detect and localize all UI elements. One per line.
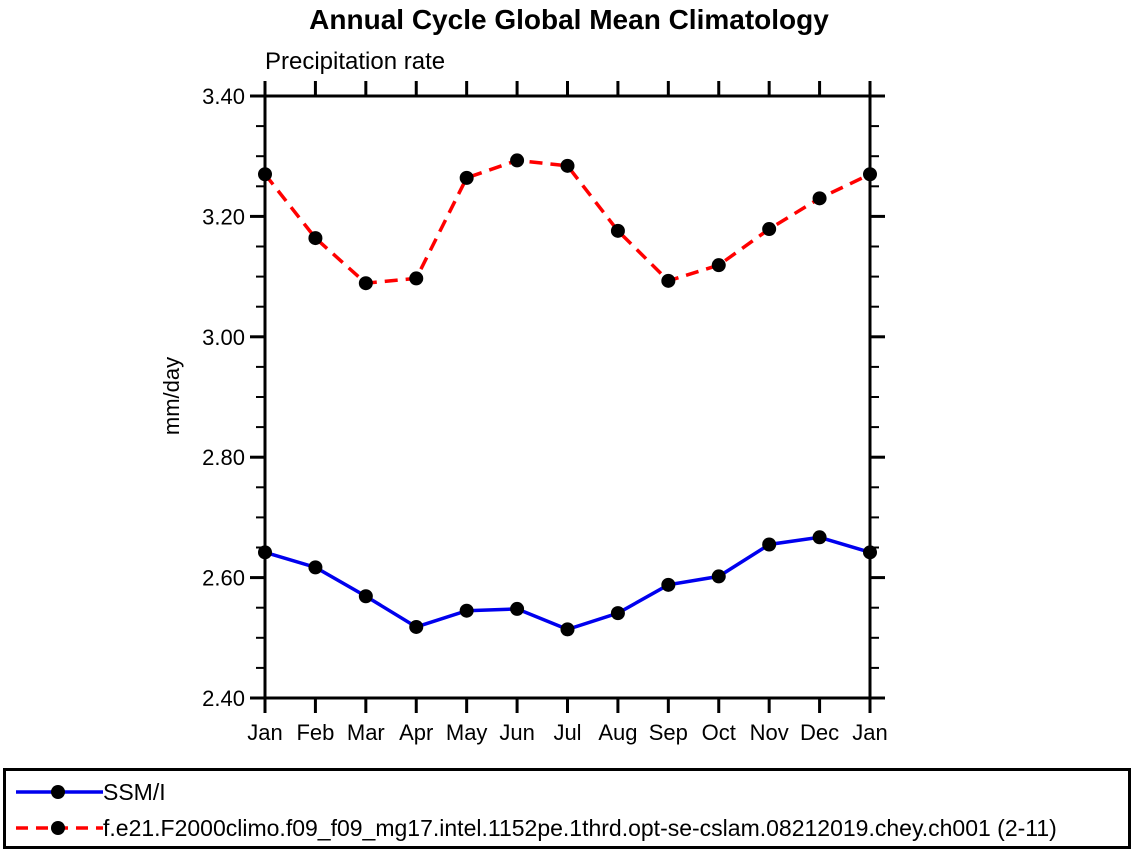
month-label: Mar [347, 720, 385, 745]
legend-line-sample-solid [16, 785, 103, 799]
chart-plot-area: Jan Feb Mar Apr May Jun Jul Aug Sep Oct Nov Dec Jan2… [202, 81, 888, 745]
data-point [762, 222, 777, 237]
data-point [762, 537, 777, 552]
month-label: Jul [553, 720, 581, 745]
legend-sample-marker [51, 785, 65, 799]
data-point [510, 601, 525, 616]
month-label: Jan [247, 720, 282, 745]
data-point [258, 545, 272, 560]
month-label: Feb [296, 720, 334, 745]
data-point [459, 170, 474, 185]
data-point [258, 167, 272, 182]
data-point [711, 258, 726, 273]
data-point [863, 167, 877, 182]
data-point [409, 271, 424, 286]
data-point [610, 606, 625, 621]
legend-item-ssmi: SSM/I [12, 774, 1128, 810]
data-point [711, 569, 726, 584]
data-point [358, 276, 373, 291]
series-line-0 [264, 535, 871, 632]
plot-frame [263, 94, 872, 700]
month-label: Jun [499, 720, 534, 745]
data-point [358, 589, 373, 604]
data-point [560, 622, 575, 637]
y-axis-tick-label: 3.40 [202, 84, 245, 109]
data-point [409, 619, 424, 634]
chart-title: Annual Cycle Global Mean Climatology [309, 4, 829, 35]
month-label: Sep [649, 720, 688, 745]
data-point [610, 223, 625, 238]
month-label: Oct [702, 720, 736, 745]
legend-box: SSM/I f.e21.F2000climo.f09_f09_mg17.inte… [3, 768, 1131, 849]
chart-subtitle: Precipitation rate [265, 48, 446, 75]
month-label: Nov [750, 720, 789, 745]
month-label: Jan [852, 720, 887, 745]
y-axis-tick-label: 2.60 [202, 566, 245, 591]
data-point [863, 545, 877, 560]
legend-line-sample-dashed [16, 821, 103, 835]
series-line-1 [263, 158, 871, 286]
data-point [308, 231, 323, 246]
y-axis-tick-label: 2.80 [202, 445, 245, 470]
data-point [661, 577, 676, 592]
data-point [812, 191, 827, 206]
month-label: Aug [598, 720, 637, 745]
data-point [812, 530, 827, 545]
data-point [308, 560, 323, 575]
month-label: Dec [800, 720, 839, 745]
data-point [560, 158, 575, 173]
month-label: May [446, 720, 488, 745]
y-axis-tick-label: 3.00 [202, 325, 245, 350]
data-point [661, 273, 676, 288]
y-axis-tick-label: 3.20 [202, 204, 245, 229]
y-axis-tick-label: 2.40 [202, 686, 245, 711]
legend-label-ssmi: SSM/I [103, 778, 166, 805]
legend-sample-marker [51, 821, 65, 835]
legend-item-model: f.e21.F2000climo.f09_f09_mg17.intel.1152… [12, 810, 1128, 846]
legend-label-model: f.e21.F2000climo.f09_f09_mg17.intel.1152… [103, 814, 1057, 841]
data-point [510, 153, 525, 168]
data-point [459, 603, 474, 618]
month-label: Apr [399, 720, 433, 745]
